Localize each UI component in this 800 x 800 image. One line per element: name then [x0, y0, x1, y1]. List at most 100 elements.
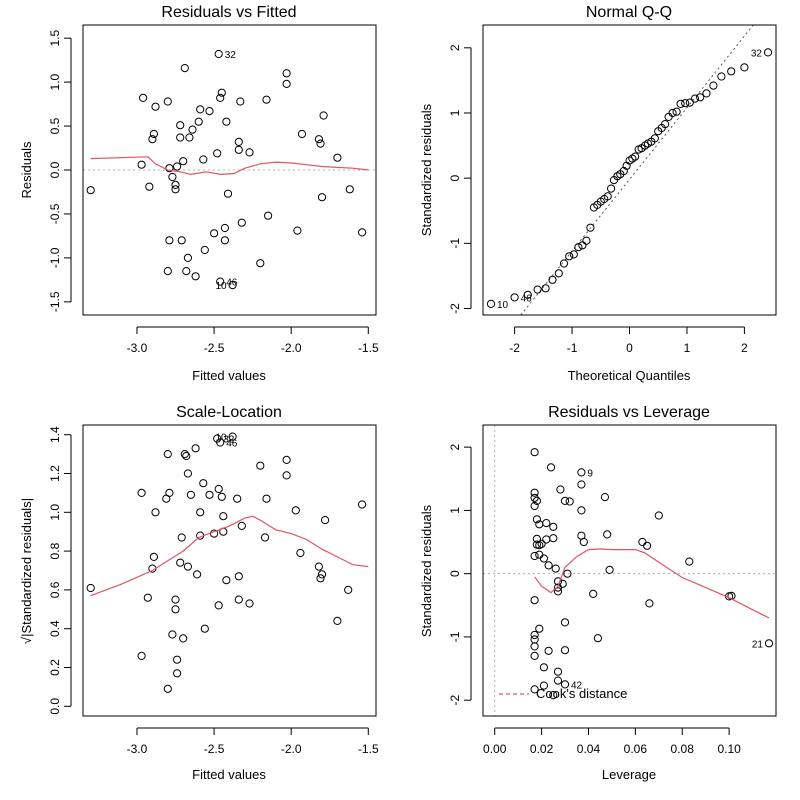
data-point [214, 484, 223, 494]
data-point [148, 135, 157, 144]
plot-frame [482, 24, 777, 316]
data-point [165, 164, 174, 173]
data-point [530, 651, 539, 661]
data-point [262, 494, 271, 503]
data-point [672, 107, 681, 116]
data-point [643, 541, 652, 550]
data-point [213, 149, 222, 158]
data-point [183, 253, 192, 262]
data-point [291, 506, 300, 515]
x-tick-label: -3.0 [127, 341, 148, 355]
data-point [709, 81, 718, 90]
data-point [319, 111, 328, 120]
data-point [220, 223, 229, 233]
data-point [173, 669, 182, 678]
data-point [222, 576, 231, 585]
y-axis-label: √|Standardized residuals| [19, 498, 34, 644]
y-tick-label: -2 [448, 303, 462, 314]
data-point [530, 501, 539, 511]
y-tick-label: -1 [448, 238, 462, 249]
y-tick-label: 1 [448, 507, 462, 514]
data-point [282, 79, 291, 89]
y-tick-label: 0.5 [48, 117, 62, 134]
data-point [333, 153, 342, 162]
data-point [535, 541, 544, 550]
data-point [163, 450, 172, 459]
panel-title: Scale-Location [176, 404, 282, 421]
data-point [763, 48, 773, 57]
x-tick-label: -1.5 [358, 341, 379, 355]
legend-cooks-distance-label: Cook's distance [536, 686, 627, 701]
y-tick-label: 0.0 [48, 698, 62, 715]
data-point [661, 120, 670, 129]
data-point [176, 121, 185, 130]
data-point [183, 469, 192, 478]
panel-residuals-vs-leverage: Residuals vs Leverage Leverage Standardi… [419, 404, 777, 782]
data-point [586, 223, 595, 232]
data-point [173, 655, 182, 664]
x-tick-label: -2.0 [281, 742, 302, 756]
data-point [565, 497, 574, 506]
data-point [717, 72, 726, 81]
data-point [553, 676, 563, 685]
data-point [554, 269, 563, 278]
point-label: 46 [521, 293, 533, 304]
data-point [530, 448, 539, 457]
data-point [702, 89, 711, 98]
data-point [316, 574, 325, 583]
point-label: 10 [215, 281, 227, 292]
y-tick-label: 2 [448, 443, 462, 450]
data-point [163, 267, 172, 276]
y-tick-label: 0.4 [48, 620, 62, 637]
data-point [171, 605, 180, 614]
data-point [151, 508, 160, 517]
data-point [216, 438, 225, 447]
data-point [486, 299, 496, 308]
data-point [199, 155, 208, 164]
data-point [681, 99, 690, 108]
data-point [256, 461, 265, 470]
point-label: 42 [571, 680, 583, 691]
data-point [214, 601, 223, 610]
data-point [137, 488, 146, 497]
data-point [199, 479, 208, 488]
data-point [183, 562, 192, 571]
x-axis-label: Leverage [602, 767, 656, 782]
data-point [219, 512, 228, 521]
data-point [176, 558, 185, 567]
x-tick-label: -3.0 [127, 742, 148, 756]
data-point [165, 236, 174, 245]
data-point [180, 450, 189, 459]
panel-title: Residuals vs Leverage [548, 404, 710, 421]
y-tick-label: 0.6 [48, 581, 62, 598]
data-point [650, 134, 659, 143]
data-point [139, 93, 148, 103]
data-point [582, 236, 591, 245]
data-point [205, 490, 214, 499]
y-tick-label: 0 [448, 174, 462, 181]
data-point [228, 432, 237, 441]
y-tick-label: -1.0 [48, 247, 62, 268]
data-point [262, 95, 271, 104]
y-tick-label: 1.5 [48, 30, 62, 47]
data-point [296, 548, 305, 558]
smoother-line [90, 156, 369, 176]
y-tick-label: 1.4 [48, 426, 62, 443]
data-point [321, 516, 330, 525]
data-point [223, 189, 233, 198]
data-point [180, 64, 189, 73]
data-point [530, 685, 539, 694]
data-point [222, 117, 231, 126]
data-point [316, 139, 325, 148]
point-label: 46 [226, 278, 238, 289]
x-tick-label: 0.04 [577, 742, 601, 756]
data-point [535, 624, 544, 633]
data-point [182, 267, 191, 276]
y-axis-label: Standardized residuals [419, 103, 434, 236]
y-tick-label: 2 [448, 44, 462, 51]
data-point [685, 98, 694, 107]
data-point [168, 172, 177, 182]
data-point [577, 480, 586, 489]
data-point [234, 572, 243, 581]
data-point [530, 488, 539, 497]
